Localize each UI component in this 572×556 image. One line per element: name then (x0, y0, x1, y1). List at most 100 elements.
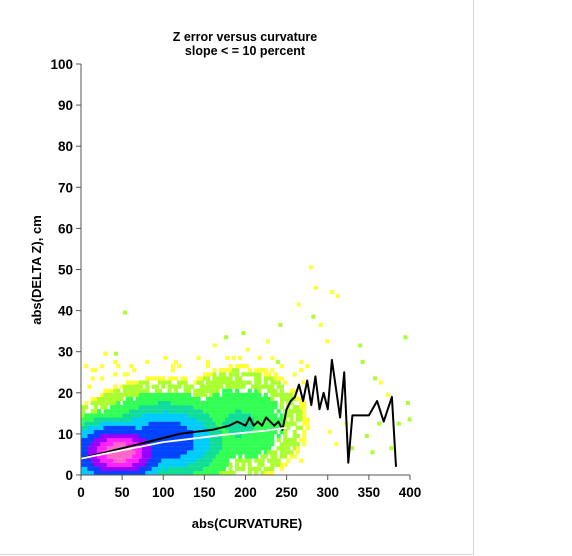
density-cell (295, 409, 300, 414)
density-cell (206, 401, 211, 406)
density-cell (199, 413, 204, 418)
density-cell (199, 450, 204, 455)
density-cell (81, 405, 85, 410)
density-cell (154, 401, 159, 406)
density-cell (154, 417, 159, 422)
density-cell (283, 438, 288, 443)
density-cell (190, 470, 195, 476)
density-cell (186, 413, 191, 418)
density-cell (158, 392, 162, 397)
density-cell (170, 401, 175, 406)
density-cell (119, 429, 124, 434)
density-cell (135, 433, 140, 439)
density-cell (158, 454, 162, 459)
density-cell (186, 462, 191, 467)
density-cell (228, 405, 233, 410)
density-cell (267, 425, 271, 430)
density-cell (241, 458, 246, 463)
density-cell (129, 429, 134, 434)
density-cell (100, 396, 105, 402)
density-cell (215, 392, 220, 397)
density-cell (81, 458, 85, 463)
density-cell (263, 368, 268, 373)
density-cell (122, 425, 127, 430)
density-cell (148, 458, 153, 463)
density-cell (154, 388, 159, 393)
density-cell (212, 458, 217, 463)
density-cell (103, 462, 108, 467)
density-cell (125, 384, 130, 389)
density-cell (193, 470, 198, 476)
density-cell (93, 409, 98, 414)
density-cell (129, 438, 134, 443)
density-cell (100, 364, 105, 369)
density-cell (257, 409, 262, 414)
density-cell (106, 401, 111, 406)
density-cell (377, 421, 382, 426)
density-cell (125, 417, 130, 422)
density-cell (238, 392, 243, 397)
density-cell (106, 388, 111, 393)
density-cell (276, 438, 281, 443)
density-cell (202, 466, 207, 471)
density-cell (148, 470, 153, 476)
density-cell (109, 433, 114, 439)
density-cell (129, 462, 134, 467)
density-cell (247, 438, 252, 443)
density-cell (241, 450, 246, 455)
density-cell (196, 388, 201, 393)
density-cell (84, 364, 89, 369)
density-cell (167, 470, 172, 476)
density-cell (209, 396, 214, 402)
density-cell (215, 376, 220, 381)
density-cell (154, 450, 159, 455)
density-cell (161, 450, 166, 455)
density-cell (190, 433, 195, 439)
density-cell (84, 458, 89, 463)
density-cell (218, 454, 223, 459)
density-cell (84, 421, 89, 426)
density-cell (260, 438, 265, 443)
density-cell (218, 372, 223, 377)
density-cell (225, 368, 230, 373)
density-cell (113, 421, 118, 426)
density-cell (327, 429, 332, 434)
density-cell (206, 454, 211, 459)
density-cell (292, 438, 297, 443)
density-cell (199, 405, 204, 410)
density-cell (161, 442, 166, 447)
density-cell (90, 429, 95, 434)
density-cell (206, 462, 211, 467)
density-cell (244, 438, 249, 443)
density-cell (93, 368, 98, 373)
density-cell (292, 433, 297, 439)
density-cell (212, 413, 217, 418)
density-cell (145, 425, 150, 430)
density-cell (263, 466, 268, 471)
density-cell (228, 425, 233, 430)
density-cell (170, 364, 175, 369)
density-cell (129, 409, 134, 414)
density-cell (196, 409, 201, 414)
density-cell (119, 409, 124, 414)
density-cell (222, 470, 227, 476)
density-cell (167, 446, 172, 451)
density-cell (206, 442, 211, 447)
density-cell (132, 466, 137, 471)
density-cell (183, 442, 188, 447)
density-cell (273, 380, 278, 385)
density-cell (202, 376, 207, 381)
density-cell (257, 466, 262, 471)
density-cell (109, 470, 114, 476)
density-cell (161, 405, 166, 410)
density-cell (238, 380, 243, 385)
density-cell (257, 417, 262, 422)
density-cell (299, 458, 304, 463)
density-cell (154, 396, 159, 402)
density-cell (113, 466, 118, 471)
density-cell (161, 413, 166, 418)
density-cell (270, 409, 275, 414)
density-cell (292, 372, 297, 377)
density-cell (151, 466, 156, 471)
density-cell (215, 413, 220, 418)
